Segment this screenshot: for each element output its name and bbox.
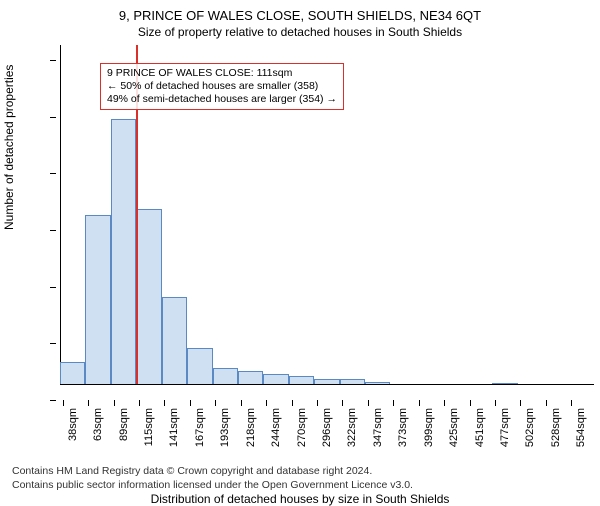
bar-slot (518, 45, 543, 385)
info-line-2: ← 50% of detached houses are smaller (35… (107, 80, 337, 93)
bar-slot (441, 45, 466, 385)
xtick-label: 141sqm (168, 408, 180, 447)
xtick-label: 347sqm (372, 408, 384, 447)
xtick-label: 296sqm (321, 408, 333, 447)
xtick-label: 270sqm (296, 408, 308, 447)
xtick-mark (393, 400, 394, 406)
xtick-mark (317, 400, 318, 406)
footer: Contains HM Land Registry data © Crown c… (12, 464, 413, 494)
xtick-mark (292, 400, 293, 406)
xtick-mark (139, 400, 140, 406)
bar (85, 215, 110, 385)
bar (136, 209, 161, 385)
xtick-mark (63, 400, 64, 406)
xtick-label: 425sqm (448, 408, 460, 447)
bar (238, 371, 263, 385)
xtick-mark (266, 400, 267, 406)
xtick-label: 193sqm (219, 408, 231, 447)
xtick-label: 451sqm (474, 408, 486, 447)
bar (187, 348, 212, 385)
bar-slot (365, 45, 390, 385)
xtick-mark (190, 400, 191, 406)
page-title: 9, PRINCE OF WALES CLOSE, SOUTH SHIELDS,… (10, 8, 590, 23)
xtick-mark (342, 400, 343, 406)
ytick-mark (50, 343, 56, 344)
xtick-mark (546, 400, 547, 406)
xtick-label: 554sqm (575, 408, 587, 447)
xtick-mark (419, 400, 420, 406)
bar (162, 297, 187, 385)
xtick-label: 38sqm (67, 408, 79, 441)
xtick-mark (368, 400, 369, 406)
xtick-mark (241, 400, 242, 406)
xtick-label: 218sqm (245, 408, 257, 447)
xtick-label: 63sqm (92, 408, 104, 441)
bar-slot (568, 45, 593, 385)
xtick-mark (520, 400, 521, 406)
chart-container: 9, PRINCE OF WALES CLOSE, SOUTH SHIELDS,… (0, 0, 600, 500)
page-subtitle: Size of property relative to detached ho… (10, 25, 590, 39)
bar (111, 119, 136, 385)
ytick-mark (50, 117, 56, 118)
xtick-label: 115sqm (143, 408, 155, 446)
xtick-label: 477sqm (499, 408, 511, 447)
xtick-label: 167sqm (194, 408, 206, 447)
info-line-1: 9 PRINCE OF WALES CLOSE: 111sqm (107, 67, 337, 80)
footer-line-2: Contains public sector information licen… (12, 478, 413, 492)
bar-slot (492, 45, 517, 385)
xtick-mark (164, 400, 165, 406)
info-box: 9 PRINCE OF WALES CLOSE: 111sqm ← 50% of… (100, 63, 344, 110)
xtick-mark (114, 400, 115, 406)
info-line-3: 49% of semi-detached houses are larger (… (107, 93, 337, 106)
xtick-label: 399sqm (423, 408, 435, 447)
ytick-mark (50, 60, 56, 61)
xtick-label: 244sqm (270, 408, 282, 447)
footer-line-1: Contains HM Land Registry data © Crown c… (12, 464, 413, 478)
xtick-mark (571, 400, 572, 406)
xtick-label: 89sqm (118, 408, 130, 441)
bar (60, 362, 85, 385)
bar-slot (467, 45, 492, 385)
bar-slot (543, 45, 568, 385)
xtick-mark (495, 400, 496, 406)
bar (213, 368, 238, 385)
ytick-mark (50, 287, 56, 288)
xtick-label: 373sqm (397, 408, 409, 447)
bar-slot (416, 45, 441, 385)
x-axis-label: Distribution of detached houses by size … (0, 492, 600, 506)
xtick-mark (88, 400, 89, 406)
ytick-mark (50, 173, 56, 174)
x-axis: 38sqm 63sqm 89sqm 115sqm 141sqm 167sqm 193sqm 2… (50, 400, 584, 450)
ytick-mark (50, 230, 56, 231)
bar-slot (60, 45, 85, 385)
xtick-label: 502sqm (524, 408, 536, 447)
xtick-label: 322sqm (346, 408, 358, 447)
bar-slot (390, 45, 415, 385)
xtick-mark (215, 400, 216, 406)
xtick-mark (444, 400, 445, 406)
y-axis-label: Number of detached properties (2, 65, 16, 230)
xtick-label: 528sqm (550, 408, 562, 447)
x-axis-line (60, 384, 594, 385)
xtick-mark (470, 400, 471, 406)
